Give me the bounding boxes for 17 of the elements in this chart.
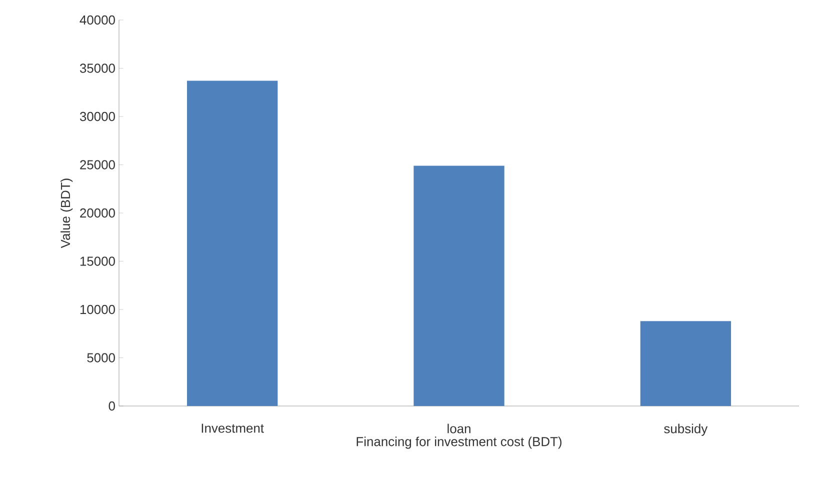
x-tick-label: loan: [448, 424, 470, 434]
y-tick-label: 15000: [80, 256, 115, 266]
bar: [414, 166, 504, 406]
y-tick-label: 40000: [80, 15, 115, 25]
y-tick-label: 10000: [80, 304, 115, 314]
y-tick-label: 5000: [87, 353, 115, 362]
bar: [640, 321, 732, 406]
x-axis-title: Financing for investment cost (BDT): [356, 436, 562, 449]
bar: [187, 80, 278, 406]
x-tick-label: Investment: [202, 424, 264, 433]
y-tick-label: 35000: [80, 64, 115, 73]
y-tick-label: 0: [108, 401, 115, 411]
y-tick-label: 25000: [80, 160, 115, 170]
y-axis-title: Value (BDT): [60, 178, 73, 248]
y-tick-label: 20000: [80, 208, 115, 218]
x-tick-label: subsidy: [664, 424, 708, 436]
y-tick-label: 30000: [80, 112, 115, 122]
